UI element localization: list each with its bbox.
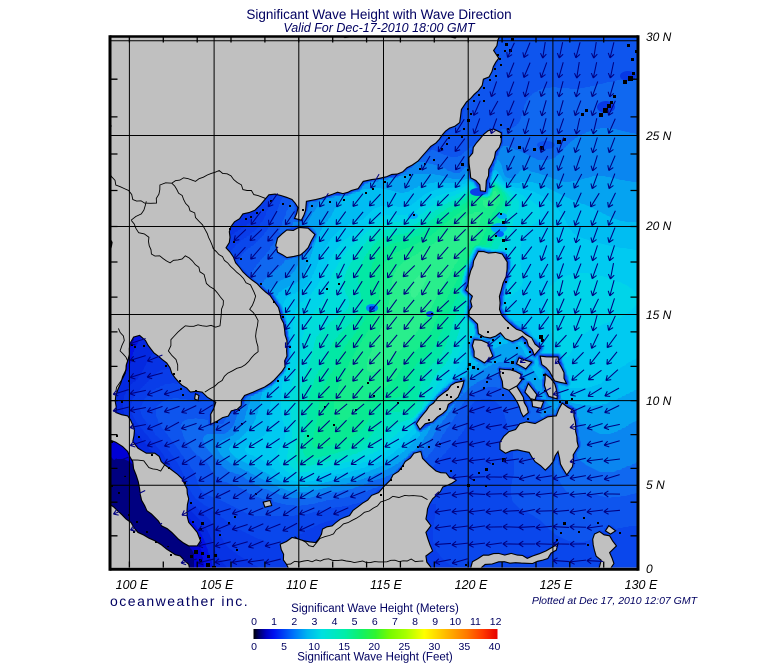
svg-text:25 N: 25 N (645, 129, 672, 143)
svg-text:Valid For Dec-17-2010 18:00 GM: Valid For Dec-17-2010 18:00 GMT (283, 21, 476, 35)
svg-text:15 N: 15 N (646, 308, 672, 322)
svg-text:0: 0 (251, 616, 257, 628)
svg-text:oceanweather inc.: oceanweather inc. (110, 593, 249, 609)
svg-text:6: 6 (372, 616, 378, 628)
svg-text:10: 10 (449, 616, 461, 628)
svg-text:5: 5 (352, 616, 358, 628)
svg-text:3: 3 (311, 616, 317, 628)
svg-text:115 E: 115 E (370, 578, 402, 592)
svg-text:105 E: 105 E (201, 578, 234, 592)
svg-text:30 N: 30 N (646, 30, 672, 44)
svg-text:5: 5 (281, 641, 287, 653)
svg-text:130 E: 130 E (625, 578, 658, 592)
svg-text:12: 12 (490, 616, 502, 628)
svg-text:25: 25 (398, 641, 410, 653)
svg-text:5 N: 5 N (646, 478, 665, 492)
svg-text:2: 2 (291, 616, 297, 628)
svg-text:Significant Wave Height with W: Significant Wave Height with Wave Direct… (246, 7, 511, 22)
svg-text:8: 8 (412, 616, 418, 628)
svg-text:Significant Wave Height (Feet): Significant Wave Height (Feet) (297, 652, 453, 664)
svg-text:10: 10 (308, 641, 320, 653)
svg-text:40: 40 (489, 641, 501, 653)
svg-text:4: 4 (332, 616, 338, 628)
svg-text:7: 7 (392, 616, 398, 628)
svg-text:110 E: 110 E (286, 578, 318, 592)
svg-text:11: 11 (470, 616, 481, 628)
svg-text:Plotted at Dec 17, 2010 12:07: Plotted at Dec 17, 2010 12:07 GMT (532, 595, 699, 607)
svg-text:1: 1 (271, 616, 277, 628)
svg-text:100 E: 100 E (116, 578, 149, 592)
svg-text:20 N: 20 N (645, 219, 672, 233)
svg-text:30: 30 (429, 641, 441, 653)
svg-text:20: 20 (368, 641, 380, 653)
svg-text:Significant Wave Height (Meter: Significant Wave Height (Meters) (291, 603, 459, 615)
svg-text:0: 0 (251, 641, 257, 653)
svg-text:0: 0 (646, 562, 653, 576)
svg-text:125 E: 125 E (540, 578, 573, 592)
svg-text:10 N: 10 N (646, 394, 672, 408)
svg-text:35: 35 (459, 641, 471, 653)
svg-text:15: 15 (338, 641, 350, 653)
svg-text:120 E: 120 E (455, 578, 488, 592)
svg-text:9: 9 (432, 616, 438, 628)
